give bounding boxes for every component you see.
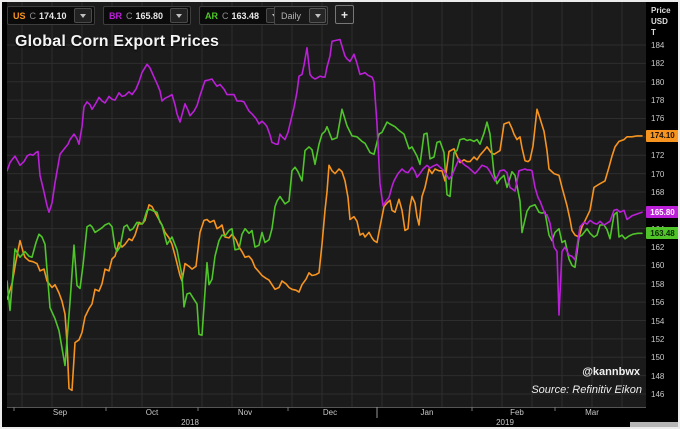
x-tick-label: Jan: [420, 408, 434, 417]
chart-title: Global Corn Export Prices: [15, 33, 220, 50]
twitter-handle: @kannbwx: [582, 366, 640, 378]
chevron-down-icon: [80, 13, 86, 18]
instrument-type: C: [126, 10, 133, 21]
instrument-type: C: [222, 10, 229, 21]
instrument-symbol: AR: [205, 10, 218, 21]
chevron-down-icon: [314, 13, 321, 18]
y-tick-label: 148: [651, 371, 665, 381]
y-tick-label: 156: [651, 298, 665, 308]
add-series-button[interactable]: +: [335, 5, 354, 24]
instrument-type: C: [29, 10, 37, 21]
instrument-dropdown-button[interactable]: [74, 8, 92, 23]
instrument-chip-us[interactable]: US C 174.10: [7, 6, 95, 25]
interval-label: Daily: [281, 10, 302, 21]
axis-unit-line3: T: [651, 28, 656, 37]
x-tick-label: Sep: [52, 408, 68, 417]
y-tick-label: 168: [651, 187, 665, 197]
x-tick-label: Dec: [322, 408, 338, 417]
y-tick-label: 178: [651, 96, 665, 106]
last-price-badge-br: 165.80: [646, 206, 678, 219]
source-credit: Source: Refinitiv Eikon: [531, 384, 642, 396]
y-tick-label: 184: [651, 41, 665, 50]
last-price-badge-us: 174.10: [646, 129, 678, 142]
y-tick-label: 176: [651, 114, 665, 124]
y-tick-label: 146: [651, 390, 665, 399]
y-tick-label: 172: [651, 151, 665, 161]
instrument-last-price: 165.80: [135, 10, 164, 21]
y-tick-label: 180: [651, 77, 665, 87]
x-tick-label: Feb: [510, 408, 524, 417]
interval-select[interactable]: Daily: [274, 6, 328, 25]
interval-dropdown-button[interactable]: [309, 8, 326, 23]
y-tick-label: 158: [651, 279, 665, 289]
y-tick-label: 152: [651, 334, 665, 344]
axis-unit-line1: Price: [651, 6, 671, 15]
axis-unit-line2: USD: [651, 17, 668, 26]
y-tick-label: 160: [651, 261, 665, 271]
y-tick-label: 182: [651, 59, 665, 69]
x-tick-label: Mar: [585, 408, 599, 417]
scrollbar-thumb[interactable]: [630, 422, 678, 427]
instrument-dropdown-button[interactable]: [170, 8, 188, 23]
x-tick-label: Oct: [145, 408, 159, 417]
last-price-badge-ar: 163.48: [646, 227, 678, 240]
y-tick-label: 170: [651, 169, 665, 179]
instrument-chip-br[interactable]: BR C 165.80: [103, 6, 191, 25]
x-tick-label: Nov: [237, 408, 253, 417]
y-tick-label: 150: [651, 353, 665, 363]
year-label: 2019: [496, 418, 514, 427]
instrument-last-price: 163.48: [231, 10, 260, 21]
instrument-symbol: BR: [109, 10, 122, 21]
chevron-down-icon: [176, 13, 182, 18]
y-tick-label: 162: [651, 243, 665, 253]
axis-unit-label: Price USD T: [651, 5, 671, 38]
y-tick-label: 154: [651, 316, 665, 326]
instrument-symbol: US: [13, 10, 26, 21]
instrument-last-price: 174.10: [39, 10, 67, 21]
year-label: 2018: [181, 418, 199, 427]
